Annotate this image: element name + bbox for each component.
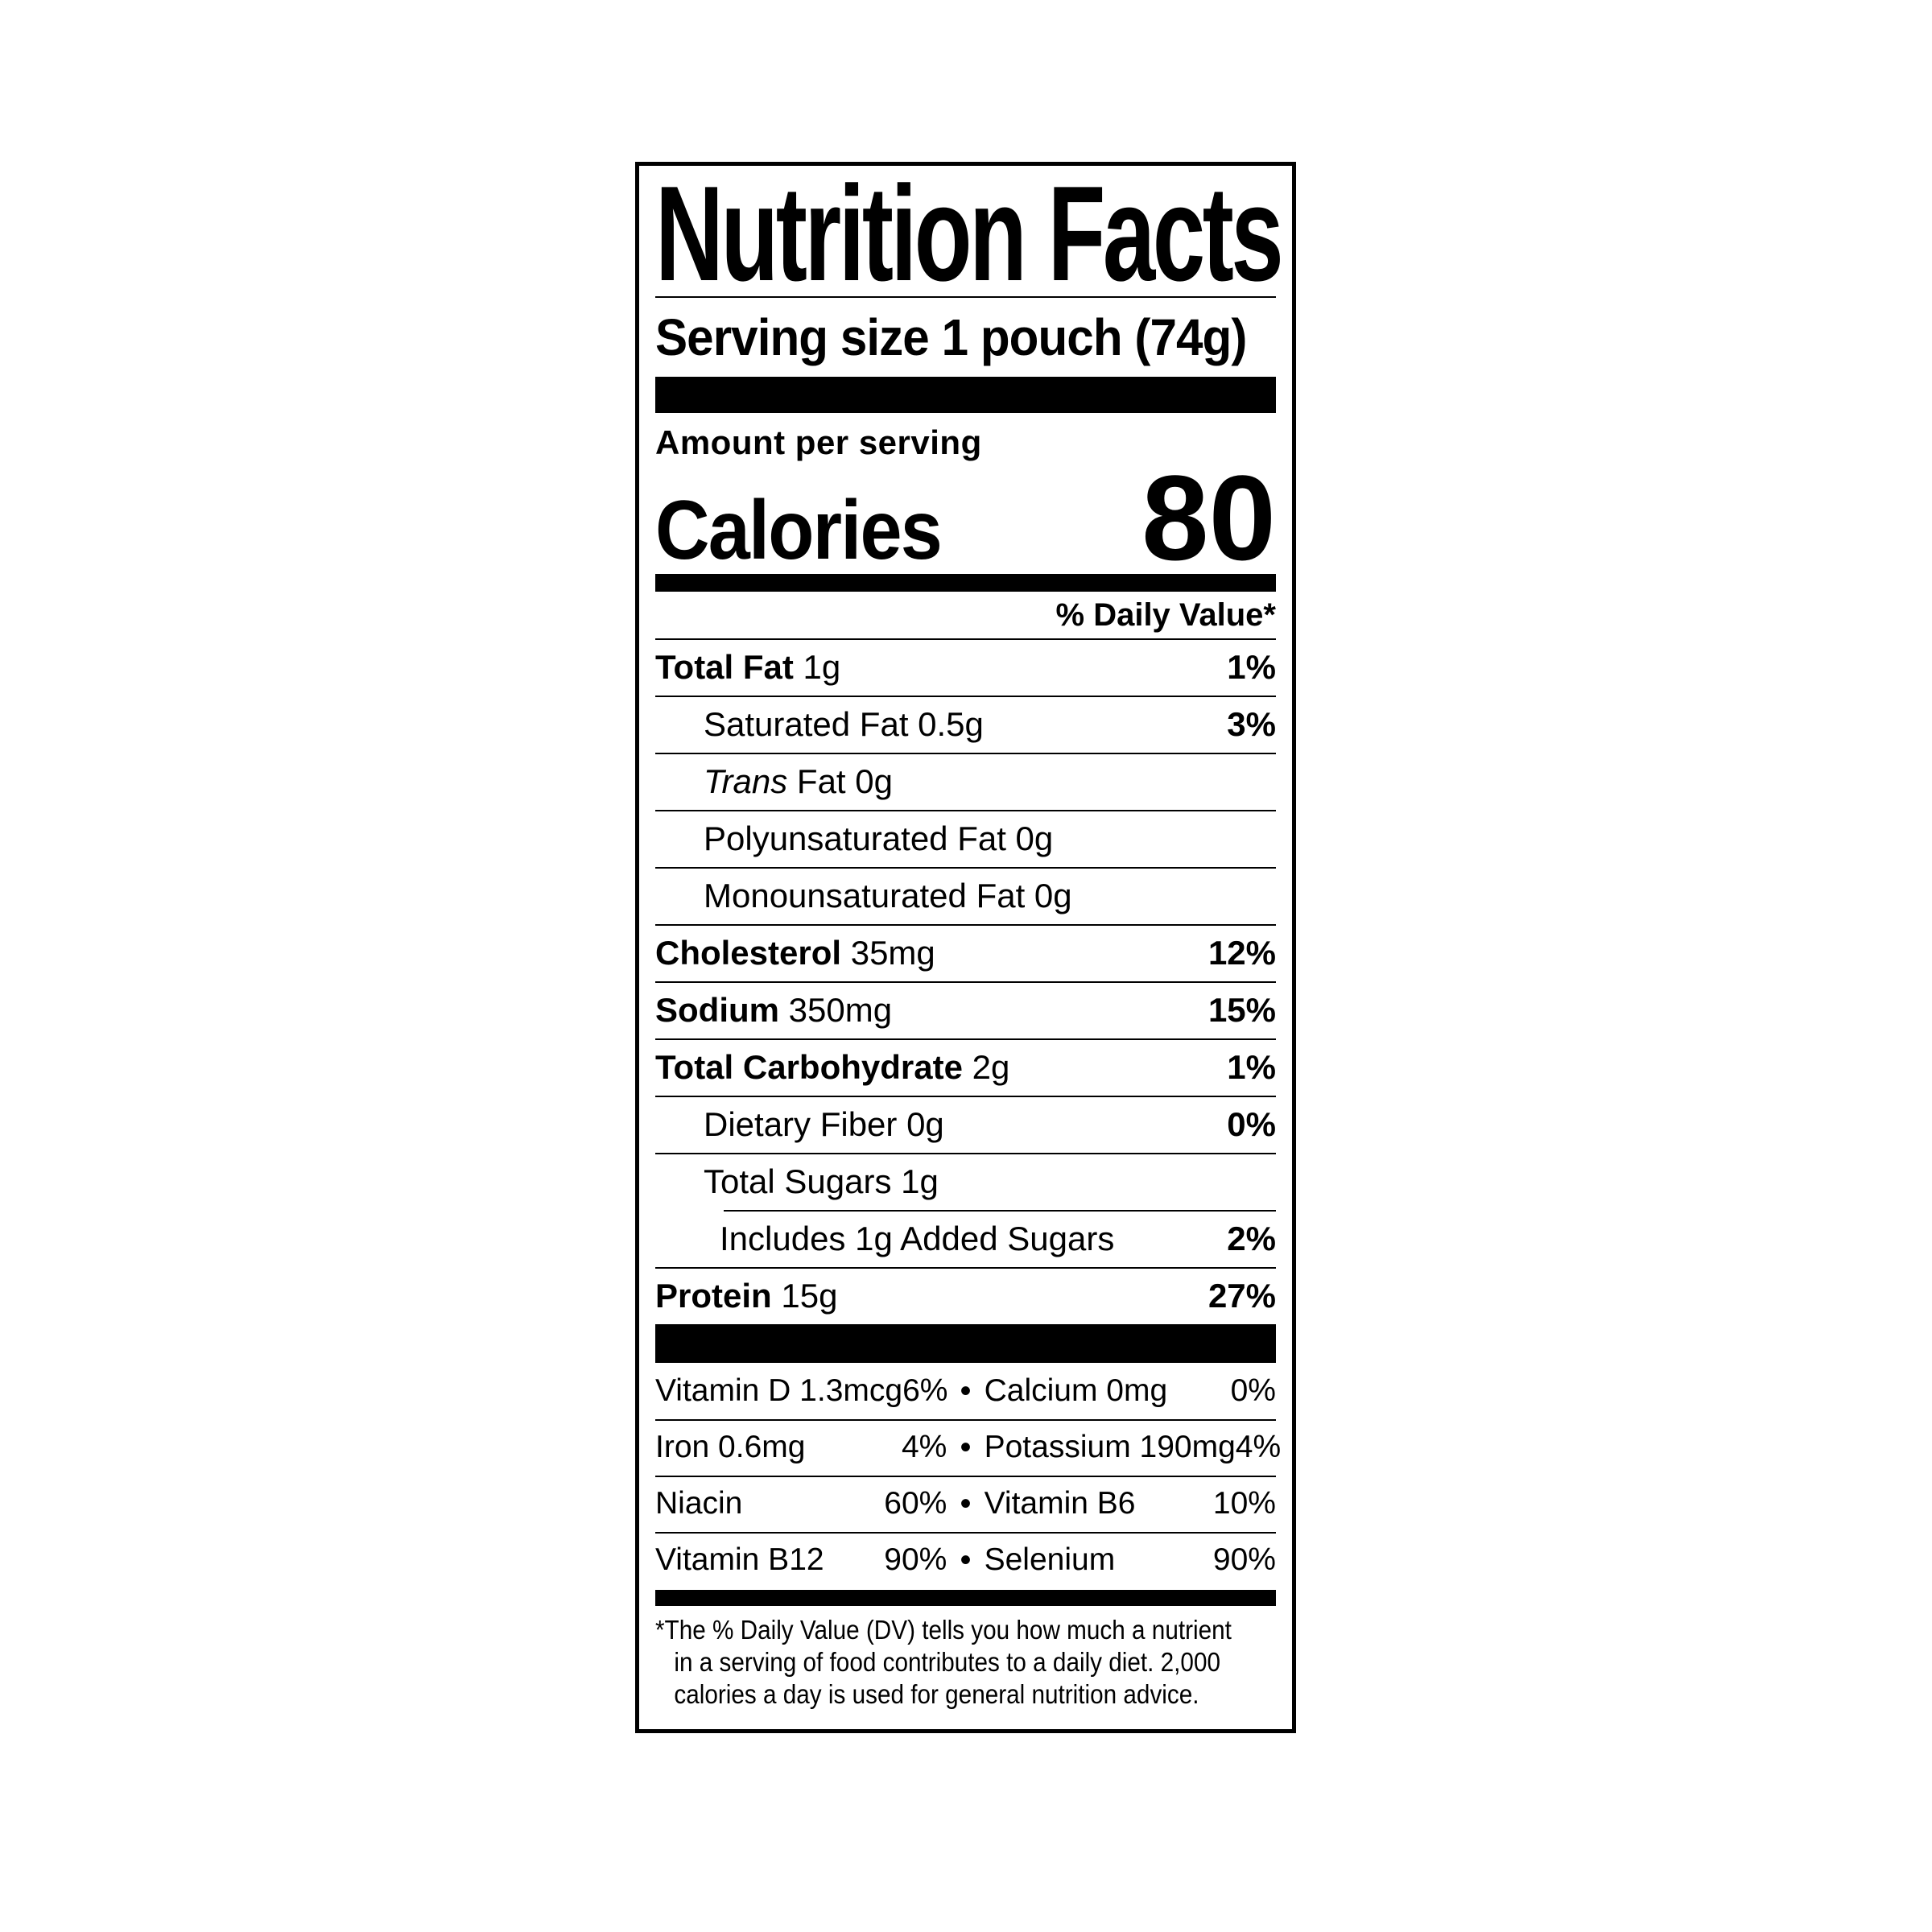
footnote-line: calories a day is used for general nutri…: [674, 1679, 1199, 1709]
section-bar-thick: [655, 377, 1276, 413]
vitamin-name: Vitamin B12: [655, 1542, 824, 1577]
nutrient-dv: 27%: [1208, 1276, 1276, 1315]
row-total-carbohydrate: Total Carbohydrate 2g 1%: [655, 1038, 1276, 1096]
row-sodium: Sodium 350mg 15%: [655, 981, 1276, 1038]
nutrient-rows: Total Fat 1g 1% Saturated Fat 0.5g 3% Tr…: [655, 638, 1276, 1324]
nutrient-name: Dietary Fiber: [704, 1104, 898, 1143]
nutrient-dv: 3%: [1227, 704, 1276, 743]
row-protein: Protein 15g 27%: [655, 1267, 1276, 1324]
serving-size-label: Serving size: [655, 308, 930, 366]
row-total-fat: Total Fat 1g 1%: [655, 638, 1276, 696]
row-cholesterol: Cholesterol 35mg 12%: [655, 924, 1276, 981]
section-bar-medium: [655, 574, 1276, 592]
vitamin-name: Vitamin B6: [984, 1486, 1136, 1521]
nutrient-name: Monounsaturated Fat: [704, 876, 1026, 914]
row-total-sugars: Total Sugars 1g: [655, 1153, 1276, 1210]
vitamin-mineral-rows: Vitamin D 1.3mcg 6% • Calcium 0mg 0% Iron …: [655, 1363, 1281, 1588]
amount-per-serving-label: Amount per serving: [655, 423, 982, 461]
vitamin-name: Niacin: [655, 1486, 743, 1521]
daily-value-header: % Daily Value*: [1055, 597, 1276, 633]
calories-label: Calories: [655, 484, 943, 578]
nutrient-amount: 0g: [897, 1104, 944, 1143]
vitamin-name: Selenium: [984, 1542, 1116, 1577]
row-polyunsaturated-fat: Polyunsaturated Fat 0g: [655, 810, 1276, 867]
footnote-line: The % Daily Value (DV) tells you how muc…: [664, 1615, 1232, 1645]
nutrient-name: Total Fat: [655, 647, 794, 686]
nutrient-amount: 350mg: [779, 990, 893, 1029]
bullet-icon: •: [960, 1373, 972, 1409]
title-divider: [655, 296, 1276, 298]
nutrient-dv: 1%: [1227, 647, 1276, 686]
bullet-icon: •: [960, 1485, 972, 1521]
section-bar-thick-lower: [655, 1324, 1276, 1363]
vitamin-pct: 4%: [901, 1430, 947, 1464]
footnote: *The % Daily Value (DV) tells you how mu…: [655, 1614, 1276, 1711]
nutrient-name: Protein: [655, 1276, 772, 1315]
bullet-icon: •: [960, 1542, 972, 1578]
row-saturated-fat: Saturated Fat 0.5g 3%: [655, 696, 1276, 753]
nutrient-name: Total Carbohydrate: [655, 1047, 963, 1086]
row-added-sugars: Includes 1g Added Sugars 2%: [655, 1210, 1276, 1267]
calories-value: 80: [1141, 450, 1276, 585]
nutrient-amount: 1g: [891, 1162, 939, 1200]
vitamin-row-1: Vitamin D 1.3mcg 6% • Calcium 0mg 0%: [655, 1363, 1276, 1419]
nutrition-facts-label: Nutrition Facts Serving size 1 pouch (74…: [635, 162, 1296, 1733]
nutrient-name: Polyunsaturated Fat: [704, 819, 1006, 857]
vitamin-row-4: Vitamin B12 90% • Selenium 90%: [655, 1532, 1276, 1588]
nutrient-name: Sodium: [655, 990, 779, 1029]
nutrient-dv: 12%: [1208, 933, 1276, 972]
serving-size-line: Serving size 1 pouch (74g): [655, 299, 1247, 375]
vitamin-pct: 60%: [884, 1486, 947, 1521]
nutrient-dv: 2%: [1227, 1219, 1276, 1257]
nutrient-amount: 2g: [962, 1047, 1010, 1086]
calories-row: Calories 80: [655, 450, 1276, 585]
row-monounsaturated-fat: Monounsaturated Fat 0g: [655, 867, 1276, 924]
nutrient-amount: 1g: [793, 647, 841, 686]
vitamin-name: Potassium 190mg: [984, 1430, 1236, 1464]
row-trans-fat: Trans Fat 0g: [655, 753, 1276, 810]
nutrient-amount: 0.5g: [908, 704, 984, 743]
row-dietary-fiber: Dietary Fiber 0g 0%: [655, 1096, 1276, 1153]
nutrient-amount: 15g: [771, 1276, 838, 1315]
nutrient-amount: Fat 0g: [787, 762, 893, 800]
footnote-asterisk: *: [655, 1615, 665, 1645]
label-title: Nutrition Facts: [655, 162, 1284, 309]
nutrient-name: Total Sugars: [704, 1162, 892, 1200]
nutrient-dv: 1%: [1227, 1047, 1276, 1086]
vitamin-pct: 4%: [1235, 1430, 1282, 1464]
nutrient-name: Includes 1g Added Sugars: [720, 1219, 1115, 1257]
vitamin-row-3: Niacin 60% • Vitamin B6 10%: [655, 1476, 1276, 1532]
nutrient-name: Saturated Fat: [704, 704, 909, 743]
nutrient-name: Cholesterol: [655, 933, 842, 972]
vitamin-pct: 90%: [1212, 1542, 1276, 1577]
vitamin-pct: 6%: [902, 1373, 948, 1408]
nutrient-dv: 0%: [1227, 1104, 1276, 1143]
nutrient-amount: 0g: [1005, 819, 1054, 857]
bullet-icon: •: [960, 1429, 972, 1465]
vitamin-pct: 0%: [1230, 1373, 1276, 1408]
section-bar-footnote: [655, 1590, 1276, 1606]
vitamin-name: Iron 0.6mg: [655, 1430, 806, 1464]
vitamin-pct: 90%: [884, 1542, 947, 1577]
vitamin-name: Calcium 0mg: [984, 1373, 1168, 1408]
nutrient-name-italic: Trans: [704, 762, 788, 800]
vitamin-row-2: Iron 0.6mg 4% • Potassium 190mg 4%: [655, 1419, 1281, 1476]
vitamin-name: Vitamin D 1.3mcg: [655, 1373, 903, 1408]
serving-size-value: 1 pouch (74g): [941, 308, 1248, 366]
nutrient-dv: 15%: [1208, 990, 1276, 1029]
nutrient-amount: 0g: [1025, 876, 1072, 914]
nutrient-amount: 35mg: [841, 933, 935, 972]
vitamin-pct: 10%: [1212, 1486, 1276, 1521]
footnote-line: in a serving of food contributes to a da…: [674, 1647, 1220, 1677]
